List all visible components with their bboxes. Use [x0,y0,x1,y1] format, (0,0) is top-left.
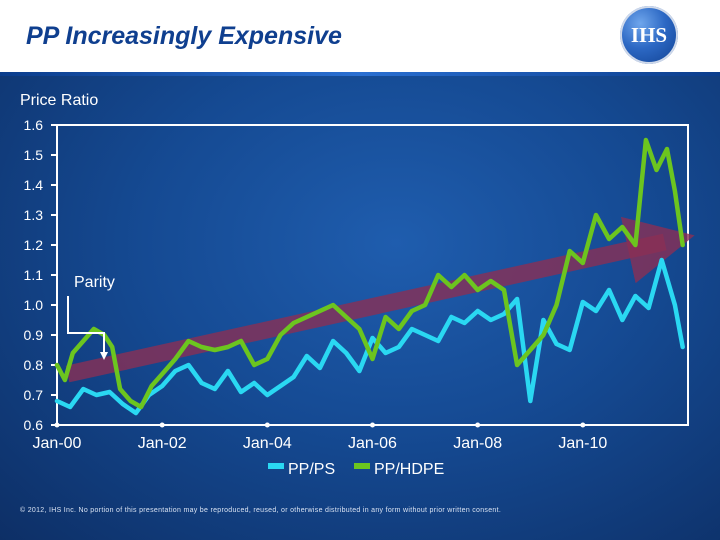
legend-label: PP/PS [288,461,335,478]
y-tick-label: 1.5 [24,147,44,163]
y-tick-label: 0.9 [24,327,44,343]
legend-label: PP/HDPE [374,461,444,478]
x-tick-label: Jan-10 [558,435,607,452]
legend-swatch [354,463,370,469]
x-tick-label: Jan-06 [348,435,397,452]
x-tick-label: Jan-02 [138,435,187,452]
y-tick-label: 1.3 [24,207,44,223]
y-tick-label: 1.6 [24,117,44,133]
parity-callout-arrow [100,352,108,360]
x-tick-label: Jan-04 [243,435,292,452]
logo-text: IHS [630,22,668,47]
x-tick [475,422,481,428]
x-tick [264,422,270,428]
page-title: PP Increasingly Expensive [26,22,342,50]
header-bar [0,0,720,76]
y-tick-label: 0.6 [24,417,44,433]
series-line-pp-ps [54,257,685,416]
plot-frame [56,124,689,426]
x-tick [54,422,60,428]
x-tick-label: Jan-08 [453,435,502,452]
x-tick [159,422,165,428]
y-tick-label: 1.0 [24,297,44,313]
y-axis-title: Price Ratio [20,92,99,109]
x-tick [580,422,586,428]
y-tick-label: 0.8 [24,357,44,373]
ihs-logo: IHS [620,6,678,64]
y-tick-label: 0.7 [24,387,44,403]
series-line-pp-hdpe [54,137,685,410]
y-tick-label: 1.1 [24,267,44,283]
y-tick-label: 1.4 [24,177,44,193]
header-divider [0,72,720,76]
x-tick [370,422,375,428]
y-tick-label: 1.2 [24,237,44,253]
x-tick-label: Jan-00 [33,435,82,452]
legend-swatch [268,463,284,469]
parity-callout-line [67,296,105,358]
parity-label: Parity [74,274,115,291]
copyright-footer: © 2012, IHS Inc. No portion of this pres… [20,507,502,514]
